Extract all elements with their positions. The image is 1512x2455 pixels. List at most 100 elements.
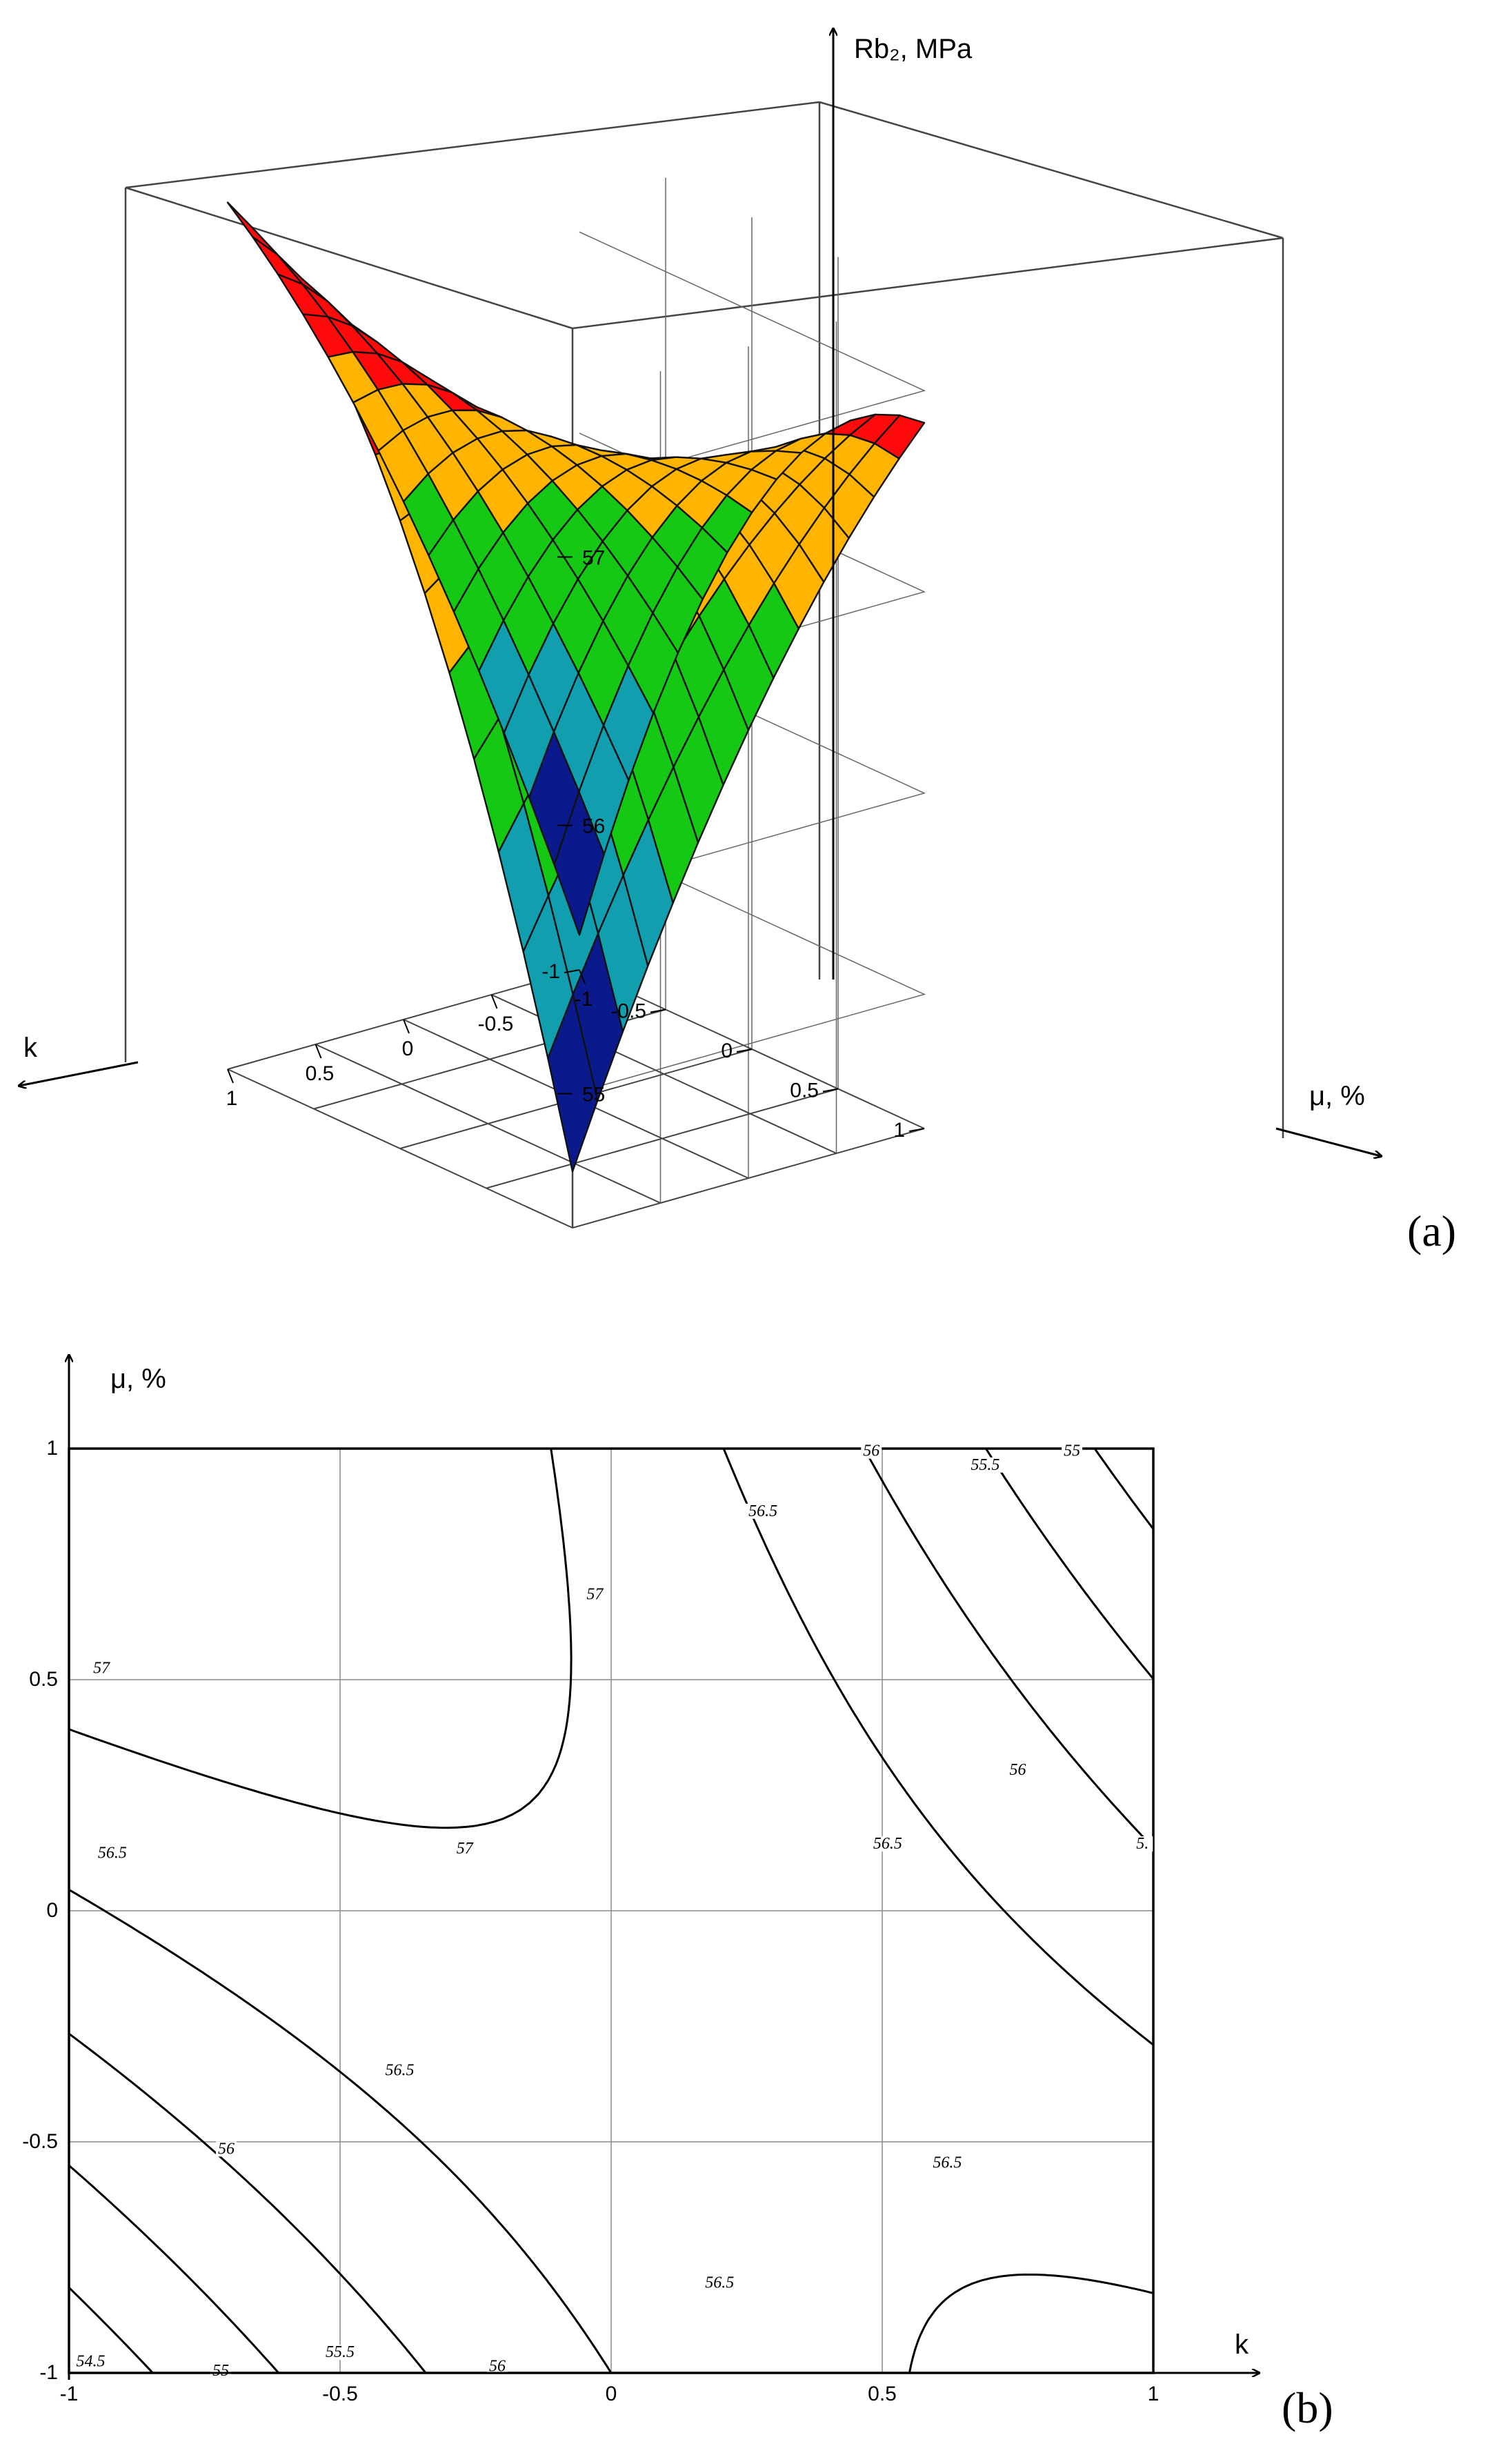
contour-label: 56 [863, 1442, 879, 1460]
contour-label-bg [215, 2141, 237, 2157]
surface-ticks: -1 -0.5 0 0.5 1 -1 -0.5 0 0.5 1 55 56 57 [226, 547, 925, 1142]
contour-label: 56 [1010, 1761, 1026, 1779]
k-axis [19, 1061, 139, 1086]
mu-tick-label: -1 [575, 988, 593, 1011]
contour-label: 56.5 [748, 1502, 777, 1520]
mu-tick [227, 1069, 234, 1084]
z-tick-label: 56 [582, 815, 605, 838]
contour-label: 56.5 [705, 2274, 734, 2292]
contour-label: 56.5 [385, 2062, 414, 2080]
contour-label-bg [584, 1587, 606, 1602]
k-tick-label: -1 [541, 960, 560, 983]
contour-x-tick: 0 [606, 2383, 617, 2405]
contour-label: 5. [1136, 1835, 1148, 1853]
contour-label: 56 [218, 2140, 235, 2158]
k-tick [564, 969, 580, 973]
z-tick-label: 57 [582, 547, 605, 570]
mu-tick-label: 0 [402, 1037, 414, 1060]
mu-tick-label: -0.5 [478, 1013, 514, 1035]
k-tick-label: 0.5 [790, 1080, 819, 1102]
contour-label-bg [928, 2155, 966, 2171]
surface-cell [252, 236, 304, 286]
contour-label: 56.5 [98, 1845, 127, 1862]
contour-ticks: -1 -0.5 0 0.5 1 -1 -0.5 0 0.5 1 [22, 1437, 1159, 2405]
mu-tick [579, 969, 586, 984]
contour-label-bg [744, 1503, 782, 1519]
floor-line-mu [315, 1044, 661, 1204]
k-tick [736, 1048, 753, 1053]
contour-grid [68, 1447, 1155, 2374]
contour-line-55-5 [68, 1447, 1155, 2374]
contour-y-tick: -0.5 [22, 2130, 58, 2153]
contour-label-bg [861, 1443, 882, 1459]
contour-label-bg [381, 2063, 419, 2078]
mu-axis-label: μ, % [1309, 1081, 1365, 1111]
contour-chart: 57575756.556.556.556.556.556.55656565655… [22, 1355, 1333, 2432]
mu-tick-label: 0.5 [306, 1062, 335, 1085]
contour-label: 57 [93, 1660, 110, 1678]
contour-x-label: k [1235, 2329, 1249, 2360]
response-surface [226, 201, 926, 1173]
mu-tick [490, 994, 498, 1009]
contour-label-bg [701, 2275, 739, 2291]
k-tick [908, 1128, 925, 1132]
k-tick [650, 1008, 666, 1013]
contour-line-57 [68, 1447, 1155, 2374]
panel-b-label: (b) [1282, 2383, 1333, 2432]
contour-label-bg [966, 1457, 1004, 1473]
mu-tick-label: 1 [226, 1087, 238, 1110]
floor-line-k [572, 1128, 925, 1229]
contour-y-tick: 1 [46, 1437, 58, 1460]
box-edge-top-front-left [125, 186, 573, 330]
contour-lines [68, 1447, 1155, 2374]
back-grid-line [572, 231, 926, 491]
contour-label: 55.5 [326, 2343, 355, 2361]
contour-label: 55.5 [971, 1456, 999, 1474]
contour-label: 56.5 [933, 2154, 962, 2172]
mu-tick [403, 1019, 410, 1034]
contour-label: 56.5 [873, 1835, 902, 1853]
contour-y-tick: 0.5 [29, 1668, 58, 1691]
contour-label-bg [93, 1845, 131, 1861]
box-edge-top-front-right [572, 237, 1284, 330]
z-axis-label: Rb₂, MPa [854, 34, 973, 64]
contour-line-56-5 [68, 1447, 1155, 2374]
back-grid-line [572, 835, 926, 1095]
mu-tick [315, 1044, 322, 1059]
contour-label-bg [210, 2363, 232, 2378]
floor-line-mu [227, 1069, 573, 1229]
k-axis-label: k [23, 1033, 38, 1063]
contour-y-tick: 0 [46, 1899, 58, 1922]
surface-cell [226, 201, 279, 256]
k-tick [822, 1088, 839, 1093]
contour-labels: 57575756.556.556.556.556.556.55656565655… [72, 1442, 1153, 2380]
mu-axis [1275, 1127, 1381, 1156]
contour-label: 57 [586, 1585, 604, 1603]
k-tick-label: 1 [893, 1119, 905, 1142]
contour-label: 55 [1064, 1442, 1080, 1460]
panel-a-label: (a) [1407, 1206, 1456, 1255]
contour-line-55 [68, 1447, 1155, 2374]
contour-x-tick: -1 [60, 2383, 79, 2405]
contour-label-bg [486, 2358, 508, 2374]
floor-line-k [486, 1088, 839, 1189]
contour-label-bg [1007, 1762, 1028, 1778]
contour-x-tick: 1 [1148, 2383, 1160, 2405]
contour-x-tick: 0.5 [868, 2383, 897, 2405]
contour-label-bg [1132, 1836, 1153, 1852]
contour-label-bg [454, 1840, 475, 1856]
contour-y-label: μ, % [110, 1364, 166, 1394]
contour-y-tick: -1 [39, 2361, 58, 2384]
box-edge-top-left [125, 101, 820, 189]
k-tick-label: 0 [721, 1040, 733, 1062]
contour-label-bg [1062, 1443, 1083, 1459]
surface-cell [553, 791, 605, 936]
contour-label-bg [72, 2354, 110, 2369]
contour-label: 55 [212, 2362, 229, 2380]
contour-label: 54.5 [76, 2353, 105, 2371]
contour-label-bg [91, 1660, 112, 1676]
z-tick-label: 55 [582, 1084, 605, 1106]
box-edge-top-right [819, 101, 1284, 239]
